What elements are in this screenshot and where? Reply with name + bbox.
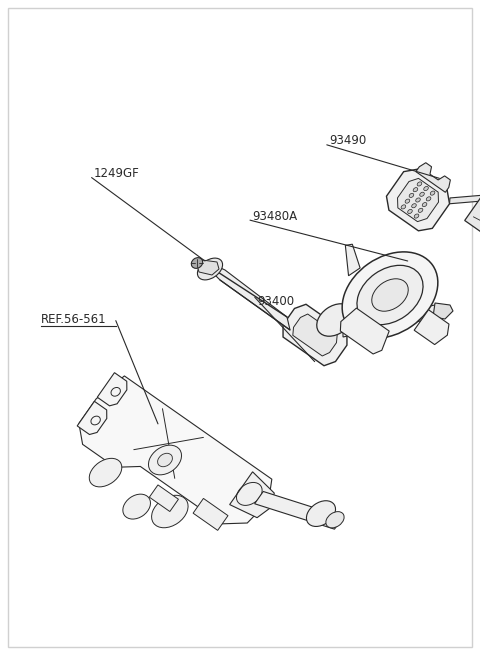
Polygon shape [97, 373, 127, 406]
Ellipse shape [426, 196, 431, 201]
Ellipse shape [420, 192, 424, 196]
Text: REF.56-561: REF.56-561 [41, 313, 107, 326]
Ellipse shape [148, 445, 181, 475]
Polygon shape [465, 188, 480, 238]
Ellipse shape [306, 500, 336, 527]
Ellipse shape [412, 204, 416, 208]
Text: 93480A: 93480A [252, 210, 297, 223]
Polygon shape [386, 169, 450, 231]
Ellipse shape [408, 210, 412, 214]
Ellipse shape [418, 208, 423, 212]
Polygon shape [345, 244, 360, 276]
Polygon shape [283, 305, 347, 365]
Polygon shape [340, 308, 389, 354]
Ellipse shape [409, 193, 414, 197]
Polygon shape [397, 178, 439, 221]
Polygon shape [414, 310, 449, 345]
Ellipse shape [372, 279, 408, 311]
Ellipse shape [197, 258, 223, 280]
Ellipse shape [430, 191, 435, 195]
Ellipse shape [192, 257, 203, 269]
Polygon shape [293, 314, 337, 356]
Polygon shape [416, 162, 450, 193]
Text: 1249GF: 1249GF [94, 167, 139, 180]
Ellipse shape [89, 458, 122, 487]
Ellipse shape [424, 187, 428, 191]
Polygon shape [149, 485, 179, 512]
Ellipse shape [157, 453, 172, 467]
Ellipse shape [152, 495, 188, 528]
Polygon shape [433, 303, 453, 319]
Polygon shape [207, 263, 290, 330]
Ellipse shape [123, 494, 150, 519]
Polygon shape [450, 195, 480, 204]
Text: 93400: 93400 [257, 295, 294, 308]
Polygon shape [254, 491, 343, 529]
Polygon shape [197, 260, 219, 275]
Ellipse shape [413, 187, 418, 192]
Ellipse shape [342, 252, 438, 338]
Polygon shape [343, 305, 445, 337]
Polygon shape [79, 376, 272, 524]
Ellipse shape [414, 214, 419, 218]
Ellipse shape [405, 199, 410, 203]
Polygon shape [229, 472, 274, 517]
Ellipse shape [326, 512, 344, 528]
Ellipse shape [422, 202, 427, 206]
Ellipse shape [417, 182, 422, 186]
Polygon shape [77, 402, 107, 434]
Ellipse shape [317, 304, 353, 336]
Text: 93490: 93490 [329, 134, 366, 147]
Ellipse shape [357, 265, 423, 325]
Ellipse shape [401, 205, 406, 209]
Ellipse shape [416, 198, 420, 202]
Polygon shape [193, 498, 228, 531]
